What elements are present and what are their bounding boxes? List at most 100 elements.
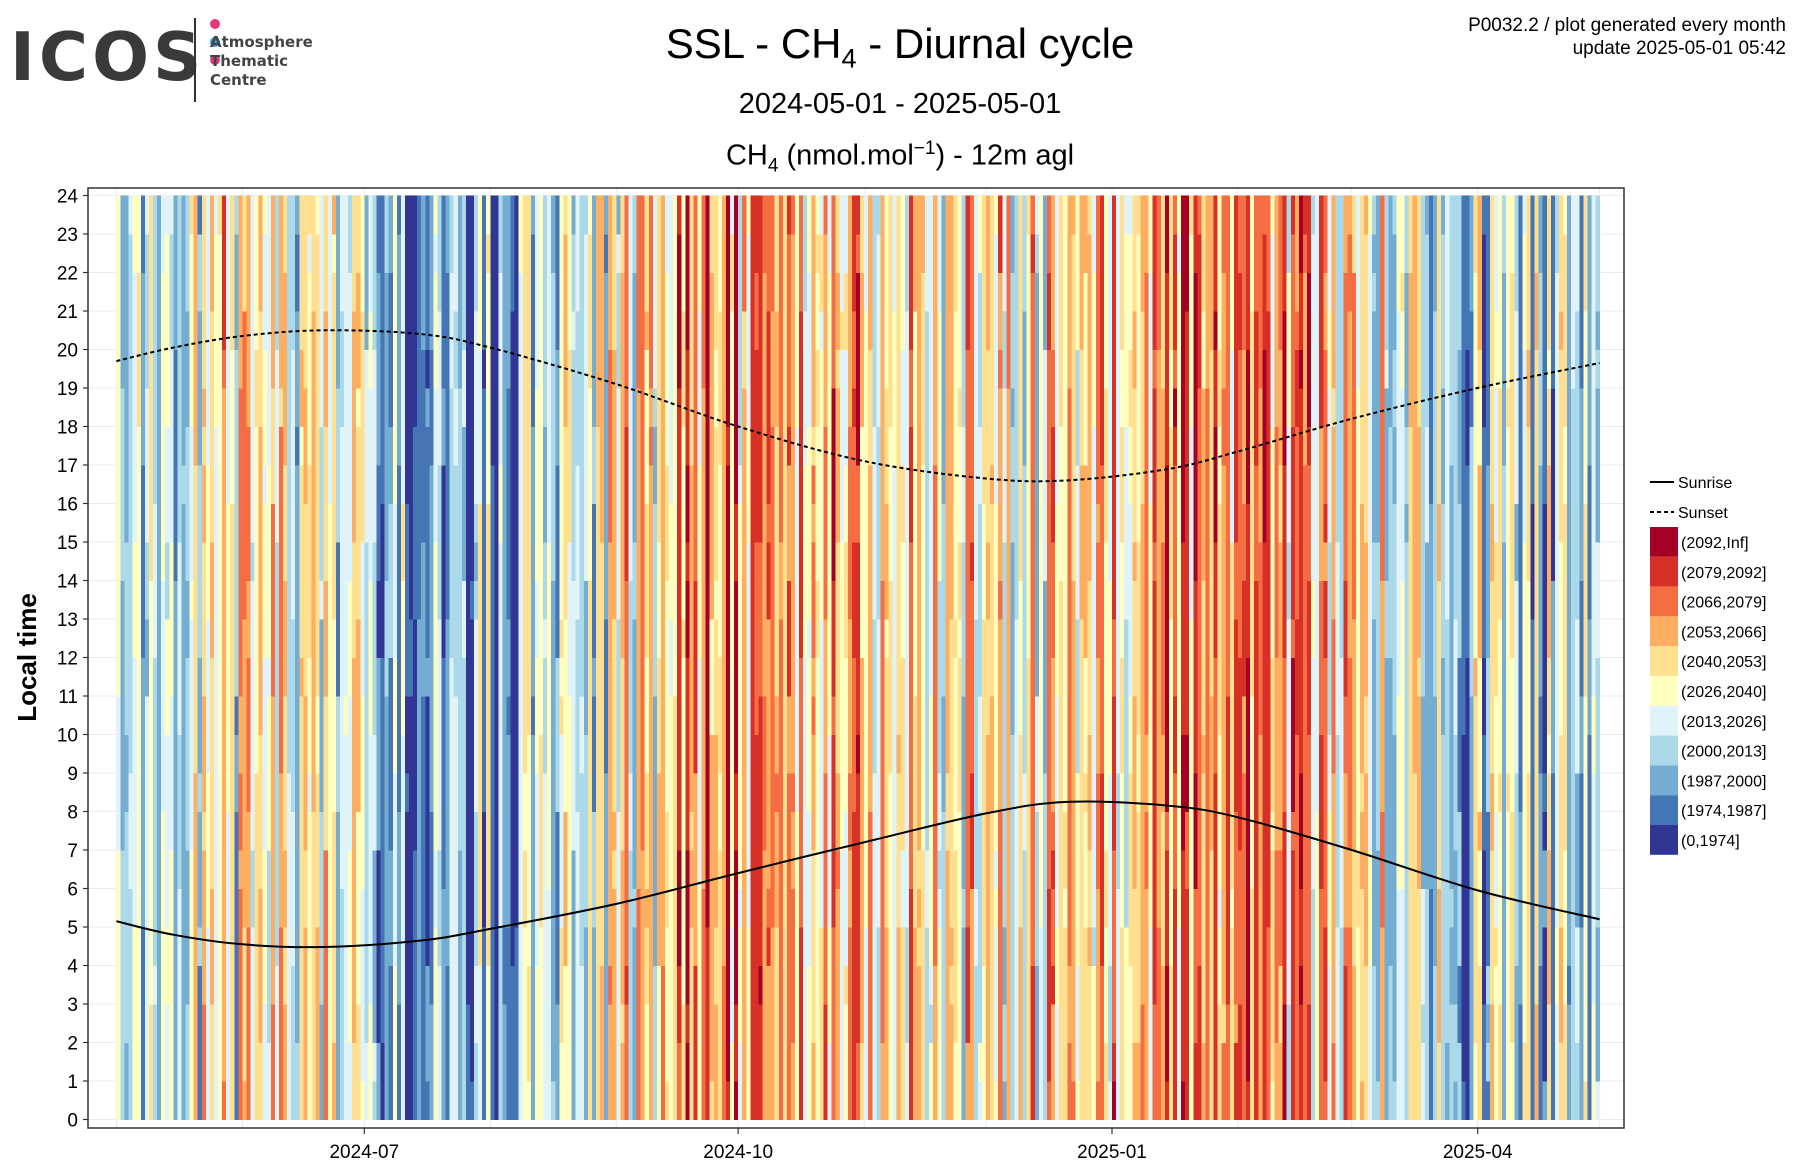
heatmap-cell bbox=[616, 195, 621, 235]
heatmap-cell bbox=[543, 272, 548, 427]
heatmap-cell bbox=[961, 195, 967, 350]
heatmap-cell bbox=[1542, 311, 1548, 389]
heatmap-cell bbox=[1282, 657, 1288, 812]
heatmap-cell bbox=[445, 811, 451, 966]
heatmap-cell bbox=[506, 888, 512, 928]
heatmap-cell bbox=[1177, 465, 1182, 543]
heatmap-cell bbox=[295, 503, 300, 697]
heatmap-cell bbox=[697, 657, 703, 774]
heatmap-cell bbox=[148, 195, 154, 312]
heatmap-cell bbox=[1290, 657, 1296, 812]
y-tick-label: 3 bbox=[67, 995, 78, 1016]
heatmap-cell bbox=[291, 811, 296, 851]
heatmap-cell bbox=[1339, 927, 1345, 1120]
heatmap-cell bbox=[1120, 426, 1125, 543]
heatmap-cell bbox=[1128, 426, 1133, 504]
heatmap-cell bbox=[705, 927, 711, 1120]
heatmap-cell bbox=[1006, 773, 1012, 928]
heatmap-cell bbox=[591, 657, 597, 697]
heatmap-cell bbox=[1132, 311, 1137, 389]
heatmap-cell bbox=[287, 542, 292, 658]
heatmap-cell bbox=[949, 888, 955, 928]
heatmap-cell bbox=[697, 888, 703, 928]
heatmap-cell bbox=[725, 426, 731, 466]
heatmap-cell bbox=[1392, 349, 1398, 427]
heatmap-cell bbox=[571, 195, 577, 235]
heatmap-cell bbox=[474, 311, 479, 504]
heatmap-cell bbox=[563, 811, 569, 966]
heatmap-cell bbox=[502, 1004, 508, 1120]
heatmap-cell bbox=[1428, 1081, 1434, 1120]
heatmap-cell bbox=[555, 349, 560, 466]
heatmap-cell bbox=[1148, 927, 1154, 1082]
heatmap-cell bbox=[689, 272, 695, 466]
heatmap-cell bbox=[998, 580, 1003, 620]
heatmap-cell bbox=[1063, 927, 1068, 1120]
heatmap-cell bbox=[1583, 696, 1589, 889]
heatmap-cell bbox=[843, 349, 849, 466]
heatmap-cell bbox=[807, 234, 812, 273]
heatmap-cell bbox=[921, 696, 926, 851]
heatmap-cell bbox=[315, 773, 321, 928]
heatmap-cell bbox=[1465, 927, 1471, 1043]
heatmap-cell bbox=[778, 349, 784, 543]
heatmap-cell bbox=[620, 657, 625, 851]
heatmap-cell bbox=[327, 503, 333, 620]
heatmap-cell bbox=[1583, 1081, 1589, 1120]
legend-label: (2026,2040] bbox=[1681, 684, 1766, 701]
heatmap-cell bbox=[705, 272, 711, 466]
heatmap-cell bbox=[258, 734, 264, 889]
heatmap-cell bbox=[555, 657, 560, 812]
heatmap-cell bbox=[368, 465, 374, 581]
heatmap-cell bbox=[864, 465, 869, 658]
heatmap-cell bbox=[815, 195, 821, 235]
heatmap-cell bbox=[1518, 811, 1524, 1005]
heatmap-cell bbox=[1392, 426, 1398, 504]
heatmap-cell bbox=[1469, 503, 1475, 581]
heatmap-cell bbox=[973, 696, 979, 889]
heatmap-cell bbox=[851, 811, 857, 966]
heatmap-cell bbox=[774, 195, 780, 312]
heatmap-cell bbox=[608, 195, 613, 235]
heatmap-cell bbox=[1026, 388, 1032, 466]
heatmap-cell bbox=[1363, 888, 1369, 966]
heatmap-cell bbox=[1286, 1004, 1292, 1043]
heatmap-cell bbox=[1384, 234, 1389, 350]
heatmap-cell bbox=[807, 811, 812, 966]
heatmap-cell bbox=[218, 234, 223, 427]
heatmap-cell bbox=[1266, 426, 1272, 620]
heatmap-cell bbox=[1538, 773, 1544, 851]
heatmap-cell bbox=[1441, 1081, 1446, 1120]
heatmap-cell bbox=[144, 619, 150, 697]
heatmap-cell bbox=[181, 811, 187, 851]
logo-dot-pink bbox=[210, 19, 220, 29]
heatmap-cell bbox=[486, 388, 491, 504]
heatmap-cell bbox=[254, 580, 260, 735]
heatmap-cell bbox=[433, 927, 439, 1082]
heatmap-cell bbox=[1453, 1004, 1458, 1082]
heatmap-cell bbox=[1209, 619, 1215, 697]
heatmap-cell bbox=[807, 619, 812, 658]
heatmap-cell bbox=[1302, 734, 1308, 928]
heatmap-cell bbox=[161, 811, 166, 966]
heatmap-cell bbox=[1189, 927, 1194, 1082]
heatmap-cell bbox=[965, 195, 971, 350]
heatmap-cell bbox=[1331, 1042, 1337, 1120]
heatmap-cell bbox=[1473, 1042, 1479, 1120]
heatmap-cell bbox=[571, 850, 577, 966]
heatmap-cell bbox=[169, 1004, 174, 1082]
y-axis-label: Local time bbox=[12, 593, 42, 722]
heatmap-cell bbox=[961, 696, 967, 889]
heatmap-cell bbox=[916, 696, 922, 851]
heatmap-cell bbox=[1132, 388, 1137, 543]
heatmap-cell bbox=[205, 619, 211, 658]
heatmap-cell bbox=[1010, 734, 1016, 928]
heatmap-cell bbox=[1254, 195, 1259, 312]
heatmap-cell bbox=[449, 1042, 455, 1120]
heatmap-cell bbox=[957, 927, 963, 1120]
heatmap-cell bbox=[1091, 965, 1097, 1120]
heatmap-cell bbox=[364, 542, 369, 581]
heatmap-cell bbox=[189, 965, 195, 1120]
heatmap-cell bbox=[376, 850, 382, 966]
heatmap-cell bbox=[1014, 1004, 1020, 1120]
